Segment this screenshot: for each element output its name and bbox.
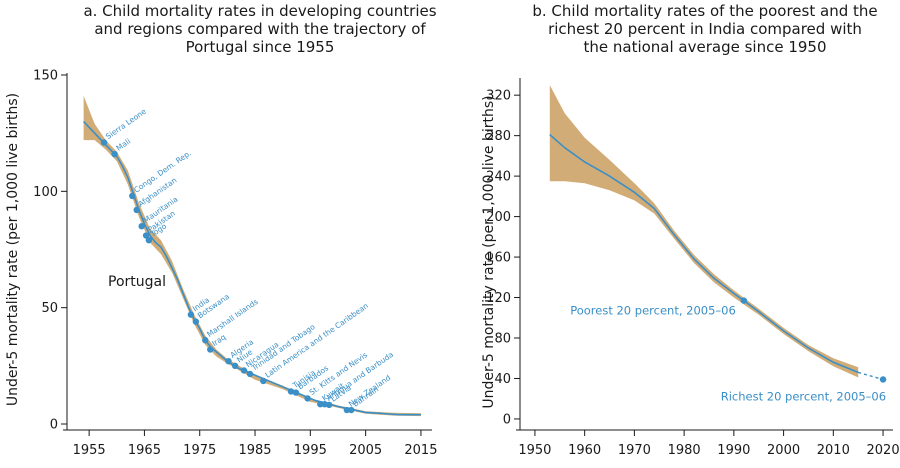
x-tick-label: 2020 (867, 443, 900, 458)
panel-a-title: a. Child mortality rates in developing c… (60, 2, 460, 56)
y-tick-label: 320 (486, 89, 511, 104)
x-tick-label: 1955 (73, 443, 106, 458)
data-point (348, 406, 355, 414)
data-point (740, 297, 747, 304)
annotation-richest: Richest 20 percent, 2005–06 (721, 389, 886, 403)
country-label: Mali (115, 137, 133, 153)
data-point (100, 139, 108, 146)
panel-b-title-line: b. Child mortality rates of the poorest … (532, 2, 878, 20)
x-tick-label: 1985 (238, 443, 271, 458)
y-axis-label: Under-5 mortality rate (per 1,000 live b… (5, 93, 21, 406)
x-tick-label: 1970 (618, 443, 651, 458)
data-point (879, 376, 887, 383)
data-point (133, 206, 140, 214)
data-point (225, 357, 232, 365)
y-tick-label: 240 (486, 170, 511, 185)
y-tick-label: 280 (486, 129, 511, 144)
y-tick-label: 150 (33, 69, 58, 84)
x-tick-label: 2005 (349, 443, 382, 458)
confidence-band (549, 85, 859, 378)
y-tick-label: 100 (33, 185, 58, 200)
data-point (111, 150, 118, 158)
country-label: Sierra Leone (104, 107, 148, 142)
data-point (317, 401, 324, 408)
x-tick-label: 1990 (717, 443, 750, 458)
data-point (325, 401, 333, 409)
panel-b-chart: 0 40 80 120 160 200 240 280 320 1950 1960 1970 1980 1… (481, 78, 900, 458)
y-axis-label: Under-5 mortality rate (per 1,000 live b… (481, 95, 497, 408)
panel-b-title-line: the national average since 1950 (583, 38, 827, 56)
data-point (304, 395, 311, 402)
y-tick-label: 0 (50, 418, 58, 433)
data-point (231, 362, 239, 370)
y-tick-label: 200 (486, 210, 511, 225)
panel-a-title-line: Portugal since 1955 (185, 38, 335, 56)
x-tick-label: 1975 (183, 443, 216, 458)
x-tick-label: 1980 (668, 443, 701, 458)
data-point (207, 346, 214, 353)
panel-a-chart: 0 50 100 150 1955 1965 1975 1985 1995 2005 2015 Und… (5, 69, 437, 459)
data-point (192, 318, 200, 325)
data-point (343, 406, 351, 414)
data-point (287, 388, 295, 395)
trajectory-line (549, 133, 859, 374)
y-tick-label: 50 (41, 301, 58, 316)
panel-b-title: b. Child mortality rates of the poorest … (520, 2, 890, 56)
data-point (292, 389, 300, 396)
data-point (240, 367, 248, 374)
data-point (138, 223, 145, 230)
data-point (129, 192, 136, 200)
data-point (142, 232, 150, 239)
series-label-portugal: Portugal (108, 274, 166, 290)
y-tick-label: 80 (494, 332, 511, 347)
x-tick-label: 2000 (767, 443, 800, 458)
panel-a-title-line: and regions compared with the trajectory… (94, 20, 426, 38)
data-point (202, 337, 209, 344)
x-tick-label: 1950 (518, 443, 551, 458)
panel-b-title-line: richest 20 percent in India compared wit… (548, 20, 862, 38)
data-point (145, 236, 153, 244)
x-tick-label: 1960 (568, 443, 601, 458)
x-tick-label: 1995 (294, 443, 327, 458)
projection-line (858, 371, 884, 381)
x-tick-label: 2010 (817, 443, 850, 458)
panel-a-title-line: a. Child mortality rates in developing c… (83, 2, 437, 20)
data-point (260, 377, 267, 385)
x-tick-label: 1965 (128, 443, 161, 458)
y-tick-label: 0 (503, 412, 511, 427)
data-point (246, 370, 254, 378)
annotation-poorest: Poorest 20 percent, 2005–06 (570, 304, 736, 318)
y-tick-label: 120 (486, 291, 511, 306)
y-tick-label: 160 (486, 251, 511, 266)
data-point (187, 311, 195, 318)
y-tick-label: 40 (494, 372, 511, 387)
x-tick-label: 2015 (404, 443, 437, 458)
